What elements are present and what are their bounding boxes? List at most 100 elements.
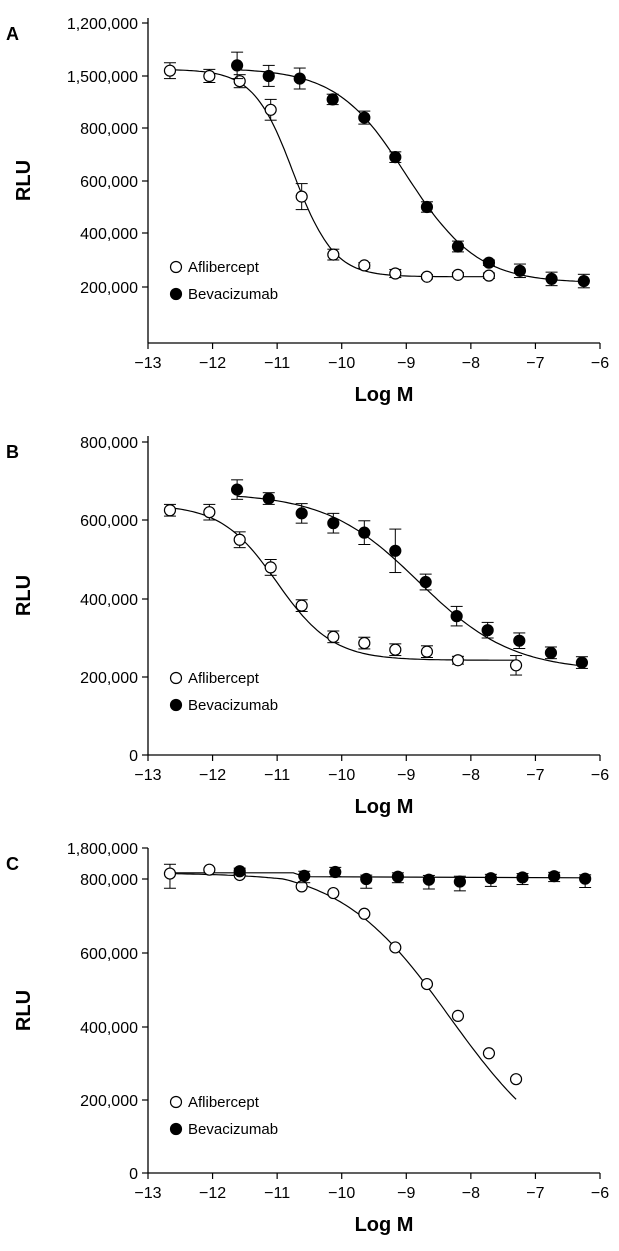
chart-a-bevacizumab-point [420,200,434,214]
chart-a-aflibercept-point [203,69,216,83]
chart-b-y-tick-label: 800,000 [80,435,138,452]
chart-c-y-tick-label: 200,000 [80,1093,138,1110]
chart-b-y-tick-label: 600,000 [80,513,138,530]
chart-b-legend-label-aflibercept: Aflibercept [188,670,260,687]
chart-b-bevacizumab-point [575,656,589,669]
chart-a-aflibercept-point [327,248,340,261]
chart-c-x-tick-label: −12 [199,1185,226,1202]
chart-c-legend-marker-bevacizumab [169,1122,183,1136]
chart-c-aflibercept-point [482,1047,496,1060]
chart-c-svg: C 0 200,000 400,000 600,000 800,000 1,800,000 −… [6,841,609,1236]
chart-a-y-tick-label: 400,000 [80,226,138,243]
chart-a-bevacizumab-point [262,69,275,83]
chart-a-y-axis-title: RLU [13,160,35,201]
chart-b-aflibercept-point [233,533,246,546]
chart-a-aflibercept-point [482,269,496,282]
chart-b-bevacizumab-point [544,646,558,659]
chart-b-y-tick-label: 400,000 [80,592,138,609]
chart-c-x-tick-label: −6 [591,1185,609,1202]
chart-c-bevacizumab-point [233,865,246,878]
chart-b-bevacizumab-point [358,526,371,539]
chart-c-aflibercept-point [203,863,216,876]
chart-a-bevacizumab-point [326,93,339,106]
chart-c-y-tick-label: 800,000 [80,872,138,889]
chart-a-legend-label-bevacizumab: Bevacizumab [188,286,278,303]
chart-b-y-axis-title: RLU [13,575,35,616]
chart-a-fit-curve-aflibercept [169,69,489,278]
chart-panel-c: C 0 200,000 400,000 600,000 800,000 1,800,000 −… [0,830,619,1251]
chart-b-legend-label-bevacizumab: Bevacizumab [188,697,278,714]
chart-b-bevacizumab-point [327,517,340,530]
chart-a-bevacizumab-point [482,256,496,269]
chart-b-bevacizumab-point [481,624,494,637]
chart-c-x-tick-label: −10 [328,1185,355,1202]
chart-a-panel-label: A [6,24,19,44]
chart-b-x-tick-label: −6 [591,767,609,784]
chart-panel-a: A 200,000 400,000 600,000 800,000 1,500,000 1,… [0,0,619,412]
chart-b-x-tick-label: −9 [397,767,415,784]
chart-b-y-tick-label: 0 [129,748,138,765]
chart-a-bevacizumab-point [293,72,306,85]
chart-b-x-tick-label: −7 [526,767,544,784]
chart-a-aflibercept-point [233,75,246,88]
chart-c-legend-marker-aflibercept [169,1095,183,1109]
chart-a-aflibercept-point [451,268,465,281]
chart-b-bevacizumab-point [419,575,432,589]
chart-a-bevacizumab-point [231,59,244,72]
chart-a-aflibercept-point [163,64,177,77]
chart-a-bevacizumab-point [389,151,402,164]
chart-b-bevacizumab-point [513,634,526,647]
chart-c-x-tick-label: −9 [397,1185,415,1202]
chart-a-y-tick-label: 1,500,000 [67,69,138,86]
chart-c-y-tick-label: 400,000 [80,1020,138,1037]
chart-c-bevacizumab-point [422,873,435,886]
chart-b-bevacizumab-point [295,507,308,520]
chart-a-x-tick-label: −13 [134,355,161,372]
chart-a-x-tick-label: −7 [526,355,544,372]
chart-c-bevacizumab-point [579,872,592,885]
chart-c-bevacizumab-point [548,870,561,883]
chart-c-aflibercept-point [451,1009,465,1022]
chart-b-aflibercept-point [264,561,277,574]
chart-b-bevacizumab-point [450,610,463,623]
chart-a-legend-marker-bevacizumab [169,287,183,301]
chart-b-x-tick-label: −10 [328,767,355,784]
chart-a-x-tick-label: −8 [462,355,480,372]
chart-a-x-axis-title: Log M [355,384,414,406]
chart-c-legend-label-bevacizumab: Bevacizumab [188,1121,278,1138]
chart-c-y-tick-label: 0 [129,1166,138,1183]
chart-b-x-axis-title: Log M [355,796,414,818]
chart-b-aflibercept-point [295,599,308,612]
chart-c-bevacizumab-point [484,872,497,885]
chart-a-bevacizumab-point [513,264,527,277]
chart-a-bevacizumab-point [358,111,371,124]
chart-a-aflibercept-point [264,103,277,116]
chart-a-svg: A 200,000 400,000 600,000 800,000 1,500,000 1,… [6,16,609,406]
chart-b-panel-label: B [6,442,19,462]
chart-b-aflibercept-point [327,630,340,643]
chart-c-bevacizumab-point [298,869,311,883]
chart-b-aflibercept-point [451,654,465,667]
chart-c-aflibercept-point [358,907,371,920]
chart-a-bevacizumab-point [451,240,465,253]
chart-a-legend-label-aflibercept: Aflibercept [188,259,260,276]
chart-c-aflibercept-point [509,1073,523,1086]
chart-c-aflibercept-point [327,886,340,900]
chart-a-y-tick-label: 800,000 [80,121,138,138]
chart-c-x-tick-label: −11 [264,1185,290,1202]
chart-a-aflibercept-point [295,190,308,203]
chart-a-y-tick-label: 600,000 [80,174,138,191]
chart-c-aflibercept-point [389,941,402,954]
chart-c-aflibercept-point [163,867,177,880]
chart-b-aflibercept-point [420,645,434,658]
chart-c-legend-label-aflibercept: Aflibercept [188,1094,260,1111]
chart-b-aflibercept-point [163,504,177,517]
chart-c-x-tick-label: −13 [134,1185,161,1202]
chart-a-aflibercept-point [420,270,434,283]
chart-c-bevacizumab-point [516,871,529,884]
chart-c-fit-curve-aflibercept [170,873,517,1100]
chart-a-bevacizumab-point [545,272,558,285]
chart-c-aflibercept-point [420,977,434,991]
chart-a-fit-curve-bevacizumab [237,69,584,283]
chart-c-bevacizumab-point [329,865,342,879]
